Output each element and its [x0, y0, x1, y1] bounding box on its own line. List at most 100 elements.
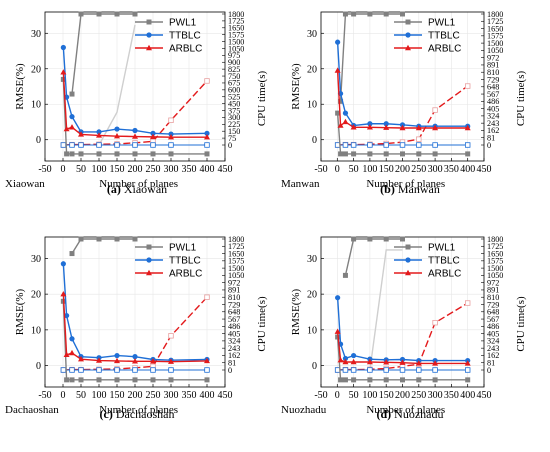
rmse-point	[337, 122, 344, 128]
x-tick-label: 50	[76, 164, 86, 175]
rmse-point	[351, 352, 357, 359]
right-tick-label: 0	[228, 141, 232, 150]
cpu-point	[432, 142, 438, 148]
x-tick-label: 0	[61, 164, 66, 175]
rmse-point	[132, 151, 138, 157]
rmse-point	[114, 132, 120, 139]
right-tick-label: 891	[487, 61, 499, 70]
chart-panel-4: -50 0 50 100 150 200 250 300 350 400 4500102030081…	[281, 235, 527, 421]
rmse-series-ttblc	[336, 297, 468, 362]
x-tick-label: 200	[128, 164, 143, 175]
x-tick-label: 250	[146, 390, 161, 401]
rmse-point	[415, 124, 422, 131]
right-tick-label: 972	[228, 278, 240, 287]
right-tick-label: 600	[228, 86, 240, 95]
rmse-point	[342, 355, 349, 362]
x-tick-label: 150	[379, 164, 394, 175]
cpu-point	[150, 142, 156, 148]
cpu-point	[78, 11, 84, 17]
cpu-point	[204, 367, 210, 373]
cpu-point	[168, 117, 174, 123]
rmse-point	[351, 377, 357, 383]
x-tick-label: 250	[411, 390, 426, 401]
rmse-point	[432, 360, 439, 366]
rmse-point	[168, 134, 174, 140]
rmse-point	[64, 377, 70, 383]
rmse-point	[78, 355, 84, 362]
y-axis-label-left: RMSE(%)	[290, 288, 302, 335]
right-tick-label: 162	[487, 126, 499, 135]
right-tick-label: 975	[228, 51, 240, 60]
x-tick-label: 450	[218, 390, 233, 401]
y-tick-label: 30	[31, 254, 41, 265]
right-tick-label: 1575	[228, 257, 244, 266]
rmse-point	[432, 377, 438, 383]
y-tick-label: 20	[307, 290, 317, 301]
legend-label: ARBLC	[428, 44, 461, 55]
rmse-point	[63, 351, 70, 358]
right-tick-label: 243	[487, 119, 499, 128]
chart-panel-2: -50 0 50 100 150 200 250 300 350 400 4500102030081…	[281, 10, 527, 196]
right-tick-label: 567	[228, 315, 240, 324]
right-tick-label: 243	[487, 344, 499, 353]
x-axis-label: Number of planes	[99, 404, 178, 416]
site-label: Manwan	[281, 178, 320, 190]
right-tick-label: 675	[228, 79, 240, 88]
legend-marker	[146, 44, 152, 51]
right-tick-label: 405	[487, 329, 499, 338]
right-tick-label: 300	[228, 113, 240, 122]
rmse-point	[383, 359, 390, 365]
right-tick-label: 405	[487, 104, 499, 113]
legend-marker	[405, 32, 411, 38]
right-tick-label: 324	[228, 337, 240, 346]
x-tick-label: 400	[460, 390, 475, 401]
cpu-point	[400, 11, 405, 17]
cpu-point	[350, 367, 357, 373]
cpu-point	[464, 83, 471, 89]
x-tick-label: -50	[38, 390, 51, 401]
panel-caption-name: Nuozhadu	[394, 407, 443, 421]
cpu-point	[204, 294, 210, 300]
right-tick-label: 648	[487, 83, 499, 92]
x-tick-label: 300	[164, 164, 179, 175]
panel-caption-name: Xiaowan	[124, 182, 167, 196]
rmse-point	[351, 151, 357, 157]
right-tick-label: 81	[487, 134, 495, 143]
rmse-point	[69, 114, 75, 120]
right-tick-label: 375	[228, 106, 240, 115]
legend-marker	[146, 269, 152, 276]
cpu-point	[342, 142, 349, 148]
rmse-point	[78, 377, 84, 383]
right-tick-label: 1575	[228, 30, 244, 39]
x-tick-label: 450	[218, 164, 233, 175]
rmse-point	[132, 127, 138, 134]
right-tick-label: 1800	[487, 10, 503, 19]
rmse-point	[383, 124, 390, 130]
y-tick-label: 10	[31, 100, 41, 111]
cpu-point	[351, 236, 357, 242]
x-tick-label: -50	[314, 390, 327, 401]
rmse-point	[168, 358, 174, 364]
x-tick-label: 300	[164, 390, 179, 401]
rmse-point	[432, 124, 439, 131]
cpu-point	[350, 142, 357, 148]
rmse-point	[338, 151, 344, 157]
rmse-point	[350, 124, 357, 130]
x-tick-label: 100	[92, 390, 107, 401]
x-tick-label: 50	[349, 164, 359, 175]
cpu-point	[69, 91, 75, 97]
rmse-point	[350, 358, 357, 365]
x-tick-label: 0	[335, 390, 340, 401]
right-tick-label: 1650	[228, 24, 244, 33]
cpu-point	[383, 142, 389, 148]
y-tick-label: 0	[36, 135, 41, 146]
cpu-point	[383, 236, 389, 242]
x-tick-label: 450	[477, 390, 492, 401]
right-tick-label: 525	[228, 93, 240, 102]
rmse-point	[60, 261, 66, 267]
cpu-point	[114, 367, 120, 373]
x-axis-label: Number of planes	[366, 178, 445, 190]
right-tick-label: 324	[487, 112, 499, 121]
rmse-point	[132, 358, 138, 364]
right-tick-label: 1800	[487, 235, 503, 244]
